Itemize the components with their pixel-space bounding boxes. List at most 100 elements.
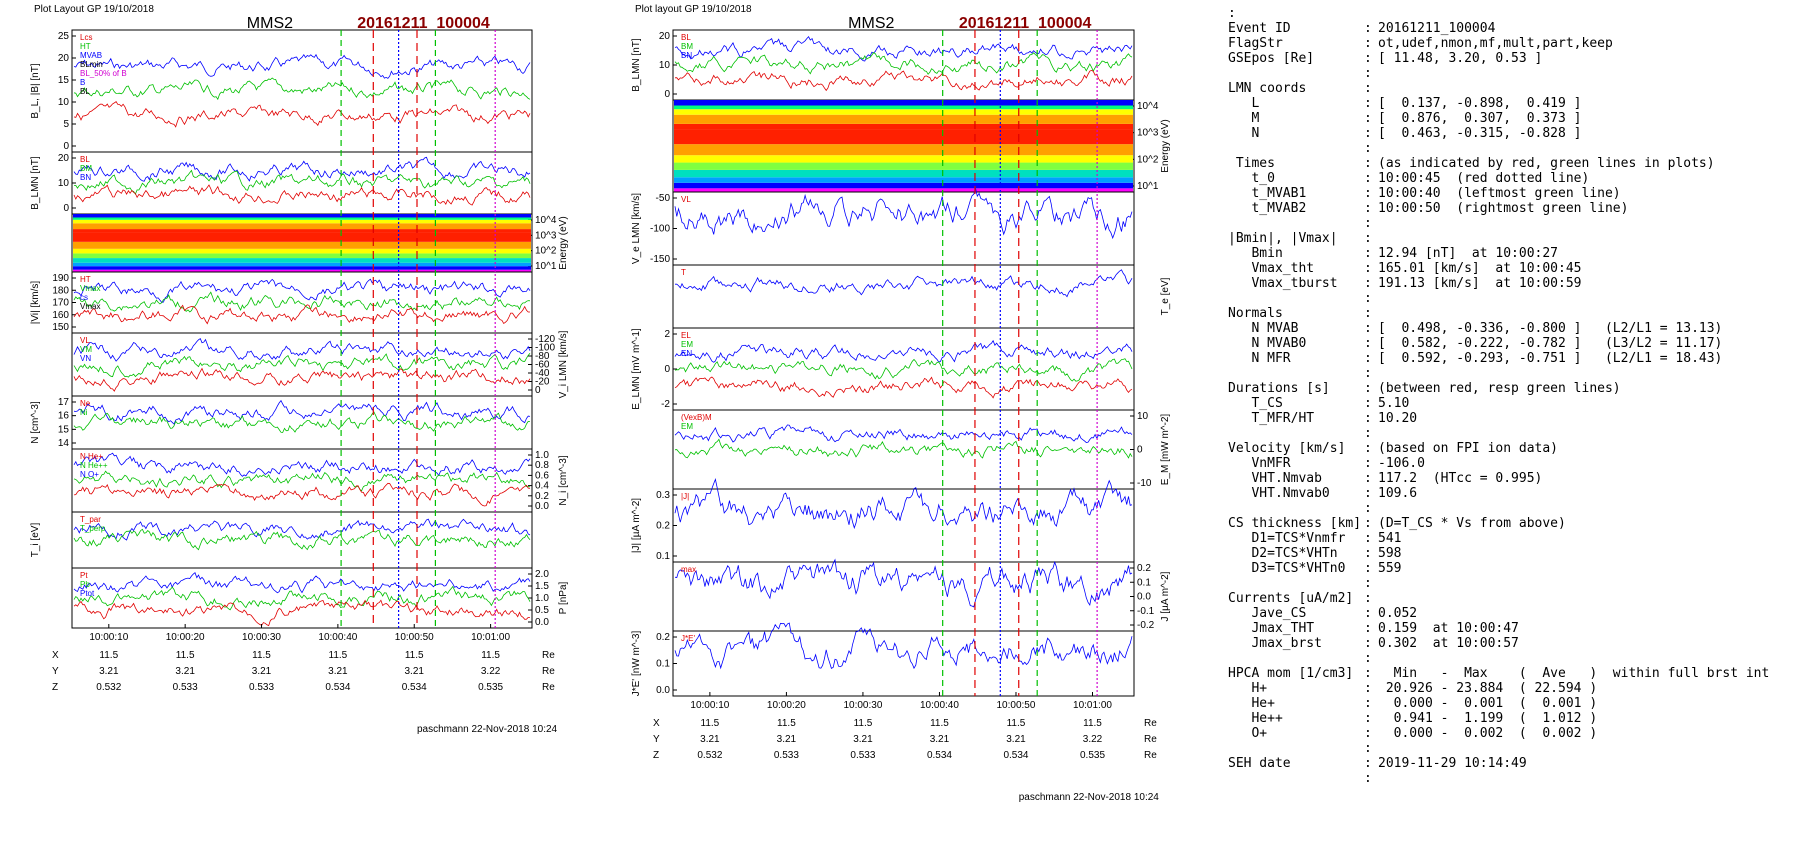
middle-plot-pos-value: 3.22: [1083, 734, 1103, 745]
left-plot-panel-1-legend-entry: BL_50% of B: [80, 69, 127, 78]
left-plot-panel-6-series-line: [73, 411, 530, 433]
middle-plot-panel-2-ytick-label: 10^4: [1137, 101, 1159, 112]
middle-plot-xtick-label: 10:00:10: [690, 700, 729, 711]
middle-plot-panel-6-series-line: [674, 424, 1133, 444]
left-plot-panel-8-series-line: [73, 518, 531, 541]
summary-colon: :: [1364, 441, 1372, 456]
middle-plot-panel-5-legend-entry: EN: [681, 349, 692, 358]
middle-plot-panel-2-ylabel: Energy (eV): [1160, 119, 1171, 172]
left-plot-panel-6-ytick-label: 15: [58, 424, 70, 435]
left-plot-footer: paschmann 22-Nov-2018 10:24: [417, 724, 558, 735]
left-plot-panel-1-ytick-label: 20: [58, 53, 70, 64]
summary-value: 0.000 - 0.002 ( 0.002 ): [1378, 726, 1598, 741]
left-plot-panel-1-legend-entry: BL: [80, 87, 90, 96]
middle-plot-panel-5-legend-entry: EL: [681, 331, 691, 340]
middle-plot-panel-9: J*E' [nW m^-3] 0.0 0.1 0.2 J*E': [631, 622, 1135, 697]
summary-value: 2019-11-29 10:14:49: [1378, 756, 1527, 771]
middle-plot-pos-unit: Re: [1144, 734, 1157, 745]
summary-key: T_CS: [1228, 396, 1283, 411]
left-plot-panel-3-spectrogram-band: [73, 232, 531, 242]
summary-colon: :: [1364, 81, 1372, 96]
left-plot-panel-3-spectrogram-band: [73, 229, 531, 233]
left-plot-panel-4-series-line: [73, 278, 531, 303]
left-plot-panel-9-legend-entry: Ptot: [80, 589, 95, 598]
middle-plot-panel-2-spectrogram-band: [674, 129, 1133, 145]
middle-plot-panel-9-ytick-label: 0.2: [656, 632, 670, 643]
middle-plot-panel-2-spectrogram-band: [674, 182, 1133, 189]
left-plot-panel-3-spectrogram-band: [73, 219, 531, 224]
left-plot-panel-5-ytick-label: 0: [535, 385, 541, 396]
middle-plot-panel-5-ylabel: E_LMN [mV m^-1]: [631, 328, 642, 410]
summary-colon: :: [1364, 261, 1372, 276]
summary-key: Velocity [km/s]: [1228, 441, 1346, 456]
middle-plot-panel-3: V_e LMN [km/s] -150 -100 -50 VL: [631, 186, 1135, 266]
left-plot-panel-3-spectrogram-band: [73, 253, 531, 259]
left-plot-panel-4-ytick-label: 190: [52, 273, 69, 284]
summary-colon: :: [1364, 171, 1372, 186]
left-plot-xtick-label: 10:00:20: [166, 632, 205, 643]
summary-colon: :: [1364, 246, 1372, 261]
summary-value: 0.159 at 10:00:47: [1378, 621, 1519, 636]
left-plot-panel-7-series-line: [73, 452, 531, 477]
left-plot-pos-value: 11.5: [99, 650, 118, 661]
left-plot-panel-5-ylabel: V_i LMN [km/s]: [558, 330, 569, 398]
left-plot-panel-9-ytick-label: 2.0: [535, 569, 549, 580]
summary-value: 109.6: [1378, 486, 1418, 501]
left-plot-panel-4-ylabel: |Vi| [km/s]: [30, 281, 41, 325]
left-plot-panel-7-series-line: [73, 482, 531, 507]
middle-plot-panel-9-ytick-label: 0.1: [656, 659, 670, 670]
left-plot-pos-value: 3.21: [328, 666, 348, 677]
left-plot-panel-5-legend-entry: VM: [80, 345, 92, 354]
left-plot-xtick-label: 10:00:40: [318, 632, 357, 643]
middle-plot-panel-8-ytick-label: 0.1: [1137, 577, 1151, 588]
summary-key: Jmax_brst: [1228, 636, 1322, 651]
summary-value: 117.2 (HTcc = 0.995): [1378, 471, 1543, 486]
middle-plot-panel-7-series-line: [674, 478, 1133, 530]
left-plot-panel-7-legend-entry: N O+: [80, 470, 99, 479]
left-plot-panel-7-ytick-label: 0.0: [535, 501, 549, 512]
middle-plot-panel-2-spectrogram-band: [674, 105, 1133, 110]
middle-plot-panel-6-ylabel: E_M [mW m^-2]: [1160, 414, 1171, 486]
summary-key: HPCA mom [1/cm3]: [1228, 666, 1354, 681]
left-plot-panel-1-legend-entry: MVAB: [80, 51, 102, 60]
summary-key: Durations [s]: [1228, 381, 1330, 396]
summary-key: t_MVAB2: [1228, 201, 1307, 216]
summary-colon: :: [1364, 741, 1372, 756]
left-plot-panel-9-legend-entry: Pt: [80, 571, 88, 580]
summary-key: Normals: [1228, 306, 1283, 321]
left-plot-panel-2-legend-entry: BN: [80, 173, 91, 182]
left-plot-panel-5-legend-entry: VL: [80, 336, 90, 345]
middle-plot-panel-3-ylabel: V_e LMN [km/s]: [631, 193, 642, 264]
summary-key: N: [1228, 126, 1260, 141]
left-plot-panel-7-series-line: [73, 470, 531, 492]
middle-plot-panel-6-series-line: [674, 438, 1133, 459]
left-plot-panel-1-series-line: [73, 53, 531, 79]
left-plot-panel-3-spectrogram-band: [73, 223, 531, 230]
left-plot-panel-3-spectrogram-band: [73, 266, 531, 270]
summary-colon: :: [1364, 516, 1372, 531]
left-plot-panel-1-ytick-label: 15: [58, 75, 70, 86]
left-plot-panel-2-legend-entry: BL: [80, 155, 90, 164]
middle-plot-panel-3-frame: [672, 191, 1135, 266]
summary-key: D2=TCS*VHTn: [1228, 546, 1338, 561]
summary-key: Bmin: [1228, 246, 1283, 261]
left-plot-sat-label: MMS2: [247, 15, 293, 32]
left-plot-pos-value: 11.5: [405, 650, 424, 661]
summary-key: VHT.Nmvab: [1228, 471, 1322, 486]
left-plot-panel-6-series-line: [73, 399, 531, 425]
left-plot-panel-6-ytick-label: 17: [58, 397, 70, 408]
left-plot-panel-7-ytick-label: 0.4: [535, 481, 549, 492]
middle-plot-panel-3-ytick-label: -50: [656, 193, 671, 204]
left-plot-panel-2-ytick-label: 0: [63, 203, 69, 214]
left-plot-pos-value: 11.5: [329, 650, 348, 661]
left-plot-panel-3-ytick-label: 10^2: [535, 246, 557, 257]
left-plot-panel-1-series-line: [73, 77, 531, 101]
middle-plot-xtick-label: 10:00:50: [997, 700, 1036, 711]
left-plot-panel-4-legend-entry: Vmax: [80, 284, 100, 293]
left-plot-panel-3: Energy (eV)10^1 10^2 10^3 10^4: [71, 213, 569, 273]
middle-plot-panel-5-ytick-label: 2: [664, 329, 670, 340]
middle-plot-panel-3-ytick-label: -150: [650, 254, 670, 265]
left-plot-pos-value: 0.534: [402, 682, 427, 693]
